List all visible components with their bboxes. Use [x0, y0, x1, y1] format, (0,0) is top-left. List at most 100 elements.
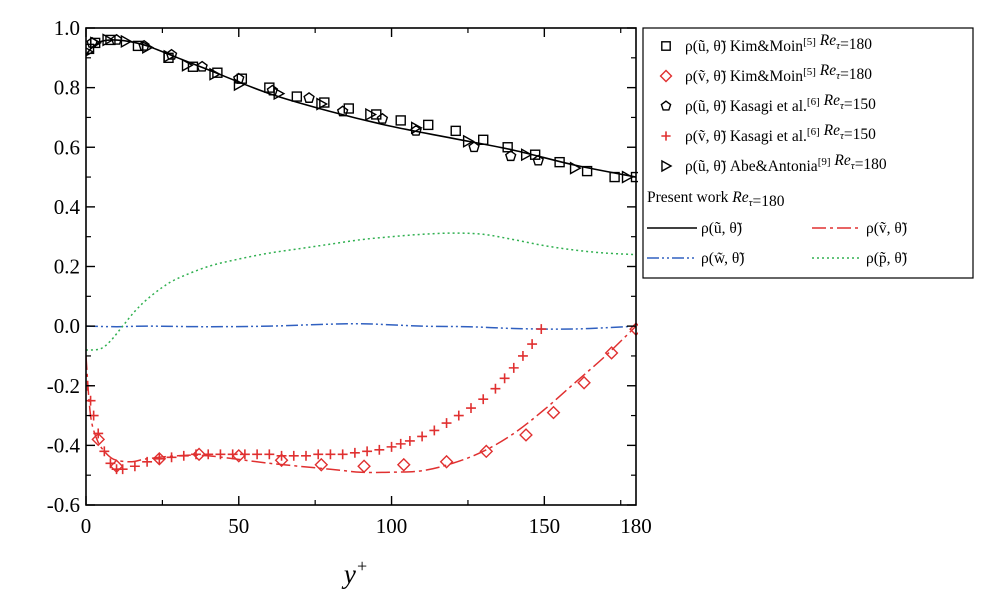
square-marker — [319, 97, 330, 108]
triangle-right-marker — [462, 134, 475, 148]
plus-marker — [154, 453, 165, 464]
legend: ρ(ũ, θ̃) Kim&Moin[5] Reτ=180 ρ(ṽ, θ̃) Kim… — [647, 32, 908, 267]
diamond-marker — [577, 375, 591, 390]
series-layer — [86, 33, 638, 475]
pentagon-marker — [336, 105, 349, 117]
plus-marker — [252, 449, 263, 460]
plus-marker — [404, 435, 415, 446]
square-marker — [609, 171, 620, 183]
plus-marker — [453, 410, 464, 421]
y-tick-label: 0.0 — [54, 314, 80, 338]
pentagon-marker — [266, 84, 279, 96]
diamond-marker — [604, 346, 619, 360]
legend-entry: ρ(ũ, θ̃) Kim&Moin[5] Reτ=180 — [661, 32, 872, 55]
diamond-marker — [152, 451, 167, 466]
diamond-marker — [659, 69, 673, 83]
diamond-marker — [192, 447, 206, 462]
legend-entry: ρ(ṽ, θ̃) Kim&Moin[5] Reτ=180 — [659, 62, 872, 85]
y-tick-label: -0.2 — [47, 374, 80, 398]
y-tick-label: 0.8 — [54, 76, 80, 100]
plus-marker — [93, 428, 104, 439]
plus-marker — [117, 464, 128, 475]
plus-marker — [288, 450, 299, 461]
legend-label: Present work Reτ=180 — [647, 189, 785, 210]
y-tick-label: -0.4 — [47, 433, 81, 457]
plus-marker — [337, 449, 348, 460]
abe-antonia-u-series — [86, 33, 634, 184]
triangle-right-marker — [569, 161, 582, 175]
plus-marker — [429, 425, 440, 436]
diamond-marker — [479, 444, 494, 459]
pentagon-marker — [504, 150, 517, 162]
plus-marker — [264, 449, 275, 460]
legend-label: ρ(ũ, θ̃) Kasagi et al.[6] Reτ=150 — [685, 92, 876, 115]
triangle-right-marker — [621, 170, 634, 184]
plus-marker — [276, 450, 287, 461]
diamond-marker — [91, 432, 106, 447]
plus-marker — [325, 449, 336, 460]
plus-marker — [105, 458, 116, 469]
legend-label: ρ(ũ, θ̃) Abe&Antonia[9] Reτ=180 — [685, 152, 887, 175]
triangle-right-marker — [86, 47, 95, 57]
legend-entry: ρ(w̃, θ̃) — [647, 250, 745, 267]
diamond-marker — [274, 453, 289, 468]
diamond-marker — [314, 457, 329, 472]
pentagon-marker — [303, 92, 315, 103]
plus-marker — [239, 449, 250, 460]
pentagon-marker — [196, 60, 208, 72]
plus-marker — [313, 449, 324, 460]
square-marker — [581, 165, 593, 177]
pentagon-marker — [376, 112, 389, 124]
pentagon-marker — [660, 100, 672, 111]
triangle-right-marker — [163, 49, 176, 63]
legend-entry: ρ(ũ, θ̃) — [647, 220, 743, 237]
plus-marker — [478, 394, 489, 405]
plus-marker — [374, 444, 385, 455]
y-tick-label: 0.6 — [54, 135, 80, 159]
present-v-line — [86, 325, 637, 474]
square-marker — [291, 91, 303, 102]
plus-marker — [129, 461, 140, 472]
x-tick-label: 100 — [376, 514, 408, 538]
plus-marker — [417, 431, 428, 442]
plus-marker — [386, 441, 397, 452]
pentagon-marker — [532, 154, 544, 166]
legend-entry: ρ(ṽ, θ̃) — [812, 220, 908, 237]
x-tick-label: 180 — [620, 514, 652, 538]
plus-marker — [142, 456, 153, 467]
square-marker — [502, 142, 513, 153]
legend-label: ρ(p̃, θ̃) — [866, 250, 908, 267]
diamond-marker — [546, 405, 561, 420]
kasagi-v-series — [86, 324, 547, 475]
legend-entry: ρ(ũ, θ̃) Kasagi et al.[6] Reτ=150 — [660, 92, 876, 115]
plus-marker — [362, 446, 373, 457]
present-p-line — [86, 232, 637, 351]
plus-marker — [86, 395, 96, 406]
square-marker — [450, 125, 461, 137]
triangle-right-marker — [102, 33, 115, 47]
legend-entry: ρ(ṽ, θ̃) Kasagi et al.[6] Reτ=150 — [661, 122, 876, 145]
triangle-right-marker — [142, 40, 154, 54]
plus-marker — [508, 362, 519, 373]
triangle-right-marker — [520, 148, 533, 162]
square-marker — [423, 119, 434, 131]
triangle-right-marker — [273, 86, 286, 101]
plus-marker — [490, 383, 501, 394]
plus-marker — [395, 438, 406, 449]
triangle-right-marker — [181, 58, 194, 72]
triangle-right-marker — [120, 34, 133, 49]
present-u-line — [86, 39, 637, 178]
pentagon-marker — [138, 39, 150, 51]
plus-marker — [466, 403, 476, 414]
legend-label: ρ(ṽ, θ̃) — [866, 220, 908, 237]
plus-marker — [661, 131, 671, 141]
triangle-right-marker — [316, 97, 329, 111]
plus-marker — [166, 452, 177, 463]
plus-marker — [301, 450, 311, 461]
pentagon-marker — [110, 33, 123, 45]
kasagi-u-series — [86, 33, 544, 166]
x-axis-label: y+ — [341, 556, 368, 589]
legend-label: ρ(ṽ, θ̃) Kasagi et al.[6] Reτ=150 — [685, 122, 876, 145]
square-marker — [554, 156, 565, 168]
